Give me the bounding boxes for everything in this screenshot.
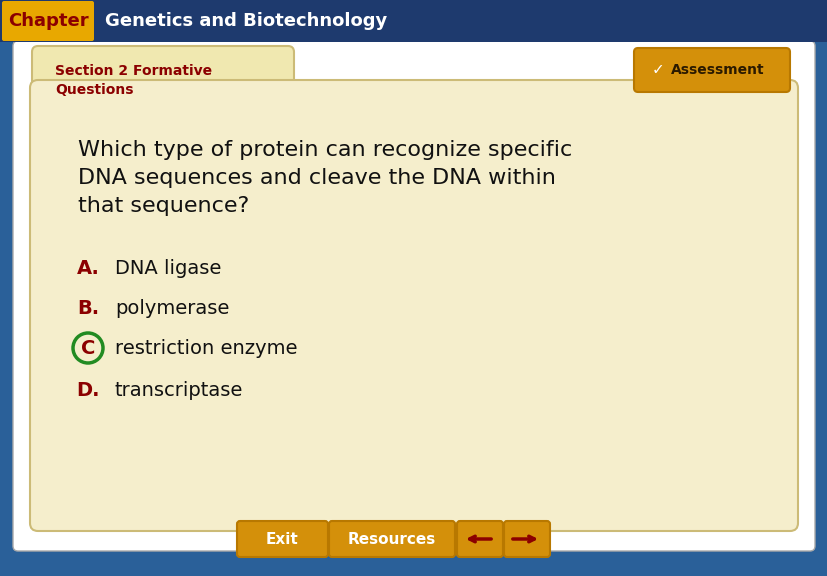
Text: Which type of protein can recognize specific: Which type of protein can recognize spec… (78, 140, 571, 160)
FancyBboxPatch shape (32, 46, 294, 113)
FancyBboxPatch shape (237, 521, 327, 557)
Text: D.: D. (76, 381, 99, 400)
Text: restriction enzyme: restriction enzyme (115, 339, 297, 358)
Text: Assessment: Assessment (671, 63, 764, 77)
Text: C: C (81, 339, 95, 358)
FancyBboxPatch shape (2, 1, 94, 41)
Text: Genetics and Biotechnology: Genetics and Biotechnology (105, 12, 387, 30)
FancyBboxPatch shape (457, 521, 502, 557)
Text: DNA ligase: DNA ligase (115, 259, 221, 278)
FancyBboxPatch shape (0, 0, 827, 42)
Text: that sequence?: that sequence? (78, 196, 249, 216)
FancyBboxPatch shape (30, 80, 797, 531)
FancyBboxPatch shape (44, 90, 288, 108)
Text: B.: B. (77, 298, 99, 317)
Text: Chapter: Chapter (7, 12, 88, 30)
Text: Exit: Exit (265, 532, 298, 547)
Text: Questions: Questions (55, 83, 133, 97)
Text: A.: A. (76, 259, 99, 278)
FancyBboxPatch shape (328, 521, 455, 557)
Text: Resources: Resources (347, 532, 436, 547)
FancyBboxPatch shape (633, 48, 789, 92)
Text: polymerase: polymerase (115, 298, 229, 317)
Text: ✓: ✓ (651, 63, 664, 78)
Text: transcriptase: transcriptase (115, 381, 243, 400)
Text: DNA sequences and cleave the DNA within: DNA sequences and cleave the DNA within (78, 168, 555, 188)
FancyBboxPatch shape (504, 521, 549, 557)
FancyBboxPatch shape (13, 41, 814, 551)
Text: Section 2 Formative: Section 2 Formative (55, 64, 212, 78)
